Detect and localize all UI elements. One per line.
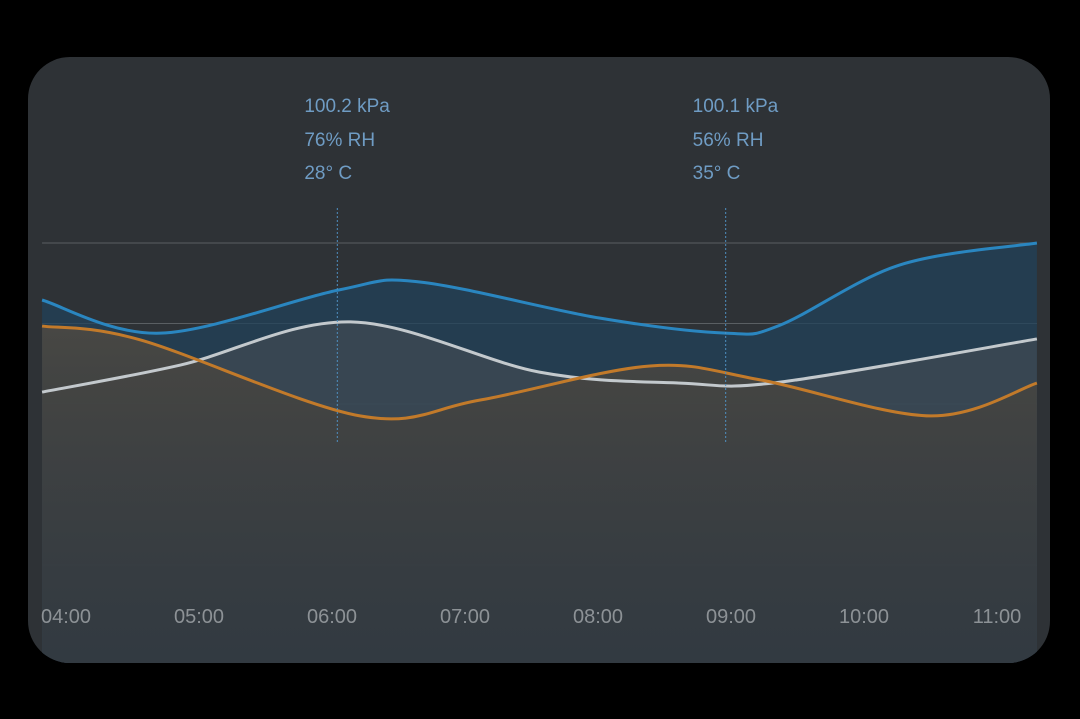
x-tick-label: 11:00: [972, 606, 1022, 628]
x-tick-label: 05:00: [173, 606, 225, 628]
annotation-line: 35° C: [692, 163, 741, 184]
annotation-line: 100.2 kPa: [304, 96, 390, 117]
temperature-line: [41, 324, 1038, 421]
x-tick-label: 06:00: [306, 606, 358, 628]
annotation-line: 56% RH: [692, 129, 764, 151]
annotation-line: 100.1 kPa: [692, 96, 779, 117]
chart-card: 100.2 kPa 76% RH 28° C 100.1 kPa 56% RH 35° C…: [28, 57, 1050, 663]
humidity-line: [41, 320, 1038, 394]
temperature-area: [42, 326, 1037, 663]
x-tick-label: 09:00: [705, 606, 757, 628]
x-tick-label: 10:00: [838, 606, 890, 628]
x-tick-label: 08:00: [572, 606, 624, 628]
chart-plot: [41, 208, 1038, 663]
pressure-line: [41, 241, 1038, 336]
annotation-line: 76% RH: [304, 129, 376, 151]
annotation-line: 28° C: [304, 163, 353, 184]
annotation-tooltip: 100.1 kPa 56% RH 35° C: [693, 90, 779, 191]
x-tick-label: 04:00: [40, 606, 92, 628]
annotation-tooltip: 100.2 kPa 76% RH 28° C: [304, 90, 390, 191]
x-tick-label: 07:00: [439, 606, 491, 628]
